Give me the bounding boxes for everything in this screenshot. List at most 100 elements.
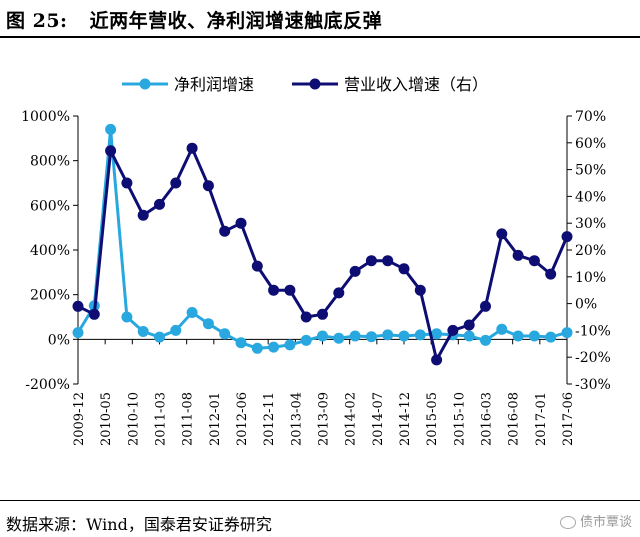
left-y-tick-label: -200%: [25, 377, 70, 393]
series-2-point: [251, 260, 263, 272]
left-y-tick-label: 200%: [30, 288, 70, 304]
series-2-point: [317, 308, 328, 320]
series-1-point: [154, 331, 165, 343]
series-1-point: [186, 307, 198, 318]
series-2-point: [414, 284, 426, 296]
x-tick-label: 2017-06: [561, 392, 576, 446]
line-chart: -200% 0% 200% 400% 600% 800% 1000% -30% -20% -10%…: [21, 75, 611, 446]
series-2-point: [186, 142, 198, 154]
figure-title: 近两年营收、净利润增速触底反弹: [89, 10, 383, 32]
series-line-2: [77, 146, 569, 362]
series-2-point: [496, 228, 508, 240]
figure-title-row: 图 25: 近两年营收、净利润增速触底反弹: [6, 6, 382, 33]
series-2-point: [463, 319, 475, 331]
series-2-point: [170, 177, 182, 189]
series-2-point: [447, 324, 459, 336]
right-y-tick-label: 50%: [575, 163, 606, 179]
series-1-point: [365, 331, 377, 343]
left-y-tick-label: 1000%: [21, 109, 70, 125]
series-2-point: [284, 284, 296, 296]
series-2-point: [154, 198, 165, 210]
series-1-point: [512, 330, 524, 342]
series-2-point: [561, 231, 573, 243]
wechat-icon: [559, 516, 576, 529]
series-2-point: [398, 263, 410, 275]
x-tick-label: 2010-05: [99, 392, 114, 446]
x-tick-label: 2013-09: [317, 392, 332, 446]
series-2-point: [300, 311, 312, 323]
left-y-tick-label: 400%: [30, 243, 70, 259]
series-1-point: [349, 330, 361, 342]
series-1-point: [496, 323, 508, 335]
x-tick-label: 2012-06: [235, 392, 250, 446]
watermark-text: 债市覃谈: [579, 515, 632, 530]
series-1-point: [333, 332, 345, 344]
series-1-point: [414, 329, 426, 341]
right-y-tick-label: 20%: [575, 243, 606, 259]
series-1-point: [235, 337, 247, 349]
series-2-point: [105, 145, 117, 157]
left-y-tick-label: 800%: [30, 154, 70, 170]
series-2-point: [88, 308, 100, 320]
x-tick-label: 2012-01: [208, 392, 223, 446]
series-1-point: [398, 330, 410, 342]
right-y-tick-label: 70%: [575, 109, 606, 125]
x-tick-label: 2016-03: [480, 392, 495, 446]
series-1-point: [545, 331, 557, 343]
x-tick-label: 2014-12: [398, 392, 413, 446]
series-1-point: [300, 334, 312, 346]
series-2-point: [202, 180, 214, 192]
series-2-point: [349, 265, 361, 277]
legend-label-2: 营业收入增速（右）: [344, 75, 488, 94]
data-source: 数据来源：Wind，国泰君安证券研究: [6, 515, 272, 534]
series-2-point: [365, 255, 377, 267]
series-2-point: [219, 225, 231, 237]
x-tick-label: 2016-08: [507, 392, 522, 446]
legend-marker-1: [139, 78, 151, 90]
series-2-point: [545, 268, 557, 280]
watermark: 债市覃谈: [559, 511, 632, 530]
series-2-point: [121, 177, 133, 189]
right-y-tick-label: 40%: [575, 189, 606, 205]
left-y-tick-label: 600%: [30, 198, 70, 214]
series-2-point: [480, 300, 491, 312]
right-y-tick-label: -20%: [575, 350, 611, 366]
series-2-point: [268, 284, 280, 296]
right-y-tick-label: 0%: [575, 297, 597, 313]
series-2-point: [512, 249, 524, 261]
x-tick-label: 2010-10: [126, 392, 141, 446]
series-1-point: [317, 330, 328, 342]
series-2-point: [382, 255, 394, 267]
x-tick-label: 2009-12: [72, 392, 87, 446]
series-2-point: [528, 255, 540, 267]
x-tick-label: 2017-01: [534, 392, 549, 446]
figure-header: 图 25: 近两年营收、净利润增速触底反弹: [0, 0, 640, 38]
series-1-point: [251, 342, 263, 354]
series-1-point: [480, 334, 491, 346]
x-tick-label: 2014-02: [344, 392, 359, 446]
x-tick-label: 2014-07: [371, 392, 386, 446]
series-1-point: [528, 330, 540, 342]
series-1-point: [105, 123, 117, 135]
series-1-point: [431, 328, 443, 340]
series-1-point: [219, 328, 231, 340]
right-y-tick-label: -10%: [575, 323, 611, 339]
x-tick-label: 2011-08: [181, 392, 196, 446]
series-1-point: [561, 327, 573, 339]
series-1-point: [268, 341, 280, 353]
series-1-point: [382, 329, 394, 341]
right-y-tick-label: 10%: [575, 270, 606, 286]
series-1-point: [170, 324, 182, 336]
right-y-tick-label: -30%: [575, 377, 611, 393]
chart-series: [72, 123, 573, 366]
chart-legend: 净利润增速 营业收入增速（右）: [122, 75, 488, 94]
series-2-point: [137, 209, 149, 221]
x-tick-label: 2015-10: [452, 392, 467, 446]
right-y-tick-label: 30%: [575, 216, 606, 232]
series-2-point: [333, 287, 345, 299]
series-2-point: [431, 354, 443, 366]
series-2-point: [72, 300, 84, 312]
series-1-point: [72, 327, 84, 339]
series-1-point: [463, 330, 475, 342]
x-tick-label: 2012-11: [262, 392, 277, 446]
